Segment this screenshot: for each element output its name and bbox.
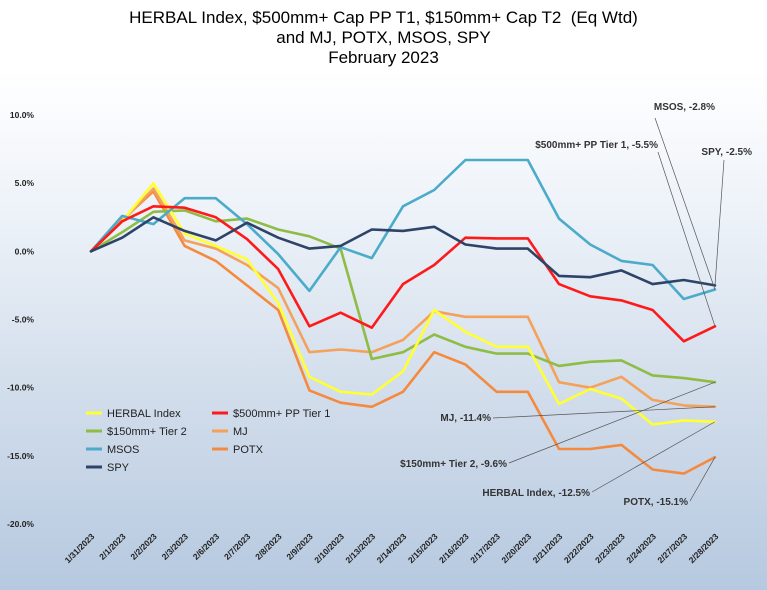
series-lines <box>89 158 717 475</box>
annotation-label: HERBAL Index, -12.5% <box>482 488 590 499</box>
series-line-mj <box>89 187 717 409</box>
annotation-leader-line <box>508 381 716 464</box>
x-tick-label: 2/7/2023 <box>222 531 253 562</box>
legend-label: MSOS <box>107 444 139 456</box>
x-tick-label: 2/17/2023 <box>468 531 502 565</box>
x-tick-label: 1/31/2023 <box>63 531 97 565</box>
x-tick-label: 2/14/2023 <box>375 531 409 565</box>
chart-title: HERBAL Index, $500mm+ Cap PP T1, $150mm+… <box>0 8 767 68</box>
x-tick-label: 2/3/2023 <box>160 531 191 562</box>
x-tick-label: 2/6/2023 <box>191 531 222 562</box>
y-tick-label: 10.0% <box>10 110 35 120</box>
y-tick-label: -20.0% <box>7 519 34 529</box>
legend-label: $150mm+ Tier 2 <box>107 426 187 438</box>
annotation-label: MJ, -11.4% <box>440 413 491 424</box>
x-axis: 1/31/2023 2/1/2023 2/2/2023 2/3/2023 2/6/202… <box>63 531 721 565</box>
legend-label: $500mm+ PP Tier 1 <box>233 408 330 420</box>
series-line-potx <box>89 190 717 475</box>
chart-title-line-3: February 2023 <box>328 48 439 67</box>
annotation-leader-line <box>591 421 716 493</box>
legend: HERBAL Index $500mm+ PP Tier 1 $150mm+ Tie… <box>86 408 330 474</box>
x-tick-label: 2/10/2023 <box>312 531 346 565</box>
x-tick-label: 2/16/2023 <box>437 531 471 565</box>
x-tick-label: 2/2/2023 <box>128 531 159 562</box>
y-tick-label: -15.0% <box>7 451 34 461</box>
annotation-leader-line <box>657 151 716 327</box>
legend-label: MJ <box>233 426 248 438</box>
x-tick-label: 2/15/2023 <box>406 531 440 565</box>
x-tick-label: 2/13/2023 <box>343 531 377 565</box>
x-tick-label: 2/1/2023 <box>97 531 128 562</box>
chart-title-line-2: and MJ, POTX, MSOS, SPY <box>276 28 491 47</box>
x-tick-label: 2/8/2023 <box>253 531 284 562</box>
x-tick-label: 2/28/2023 <box>687 531 721 565</box>
annotation-leader-line <box>714 159 725 286</box>
x-tick-label: 2/24/2023 <box>624 531 658 565</box>
x-tick-label: 2/23/2023 <box>593 531 627 565</box>
annotation-leader-line <box>492 406 716 419</box>
annotation-leader-line <box>689 457 716 502</box>
series-line-herbal-index <box>89 181 717 426</box>
x-tick-label: 2/21/2023 <box>531 531 565 565</box>
annotation-leader-line <box>654 117 716 290</box>
annotation-label: $500mm+ PP Tier 1, -5.5% <box>535 140 658 151</box>
y-tick-label: -10.0% <box>7 383 34 393</box>
annotation-leaders <box>492 117 725 502</box>
series-line-500mm-pp-tier-1 <box>89 205 717 343</box>
series-line-msos <box>89 158 717 301</box>
annotation-label: POTX, -15.1% <box>624 497 689 508</box>
annotation-label: SPY, -2.5% <box>701 147 752 158</box>
legend-label: SPY <box>107 462 130 474</box>
series-line-spy <box>89 216 717 287</box>
y-tick-label: -5.0% <box>12 315 35 325</box>
annotation-label: MSOS, -2.8% <box>654 102 715 113</box>
x-tick-label: 2/27/2023 <box>655 531 689 565</box>
y-tick-label: 0.0% <box>15 246 35 256</box>
x-tick-label: 2/9/2023 <box>284 531 315 562</box>
series-line-150mm-tier-2 <box>89 209 717 384</box>
y-axis: 10.0% 5.0% 0.0% -5.0% -10.0% -15.0% -20.0% <box>7 110 34 529</box>
y-tick-label: 5.0% <box>15 178 35 188</box>
x-tick-label: 2/22/2023 <box>562 531 596 565</box>
legend-label: HERBAL Index <box>107 408 181 420</box>
annotation-label: $150mm+ Tier 2, -9.6% <box>400 459 507 470</box>
chart-title-line-1: HERBAL Index, $500mm+ Cap PP T1, $150mm+… <box>129 8 638 27</box>
legend-label: POTX <box>233 444 264 456</box>
annotations: MSOS, -2.8% $500mm+ PP Tier 1, -5.5% SPY, … <box>400 102 752 508</box>
x-tick-label: 2/20/2023 <box>499 531 533 565</box>
